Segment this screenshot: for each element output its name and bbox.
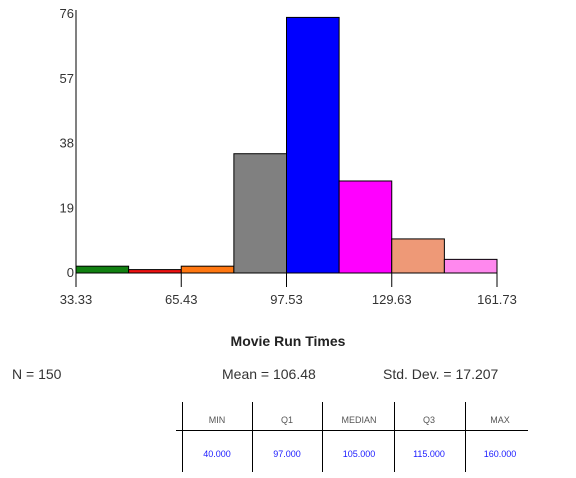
table-column-divider (252, 402, 253, 472)
y-tick-label: 0 (67, 265, 74, 280)
sample-size-label: N = 150 (12, 366, 62, 382)
histogram-bar (443, 258, 498, 274)
header-q3: Q3 (422, 415, 435, 425)
header-max: MAX (490, 415, 510, 425)
value-median: 105.000 (342, 449, 376, 459)
header-min: MIN (208, 415, 226, 425)
value-q1: 97.000 (273, 449, 301, 459)
value-min: 40.000 (203, 449, 231, 459)
y-tick-label: 57 (60, 71, 74, 86)
histogram-bar (391, 238, 445, 274)
header-q1: Q1 (280, 415, 293, 425)
x-tick-label: 161.73 (477, 292, 517, 307)
x-axis-ticks: 33.33 65.43 97.53 129.63 161.73 (60, 273, 517, 307)
y-tick-label: 19 (60, 200, 74, 215)
value-q3: 115.000 (413, 449, 445, 459)
y-tick-label: 76 (60, 6, 74, 21)
histogram-chart: 0 19 38 57 76 33.33 65.43 97.53 129.63 161.73 (60, 6, 517, 307)
histogram-bar (338, 180, 393, 274)
mean-label: Mean = 106.48 (222, 366, 316, 382)
header-median: MEDIAN (341, 415, 377, 425)
table-column-divider (394, 402, 395, 472)
histogram-bar (128, 269, 182, 274)
five-number-summary-table: MIN Q1 MEDIAN Q3 MAX 40.000 97.000 105.0… (176, 402, 528, 472)
x-tick-label: 97.53 (270, 292, 303, 307)
table-column-divider (465, 402, 466, 472)
x-tick-label: 65.43 (165, 292, 198, 307)
histogram-bar (180, 265, 235, 274)
y-axis-ticks: 0 19 38 57 76 (60, 6, 74, 280)
table-column-divider (182, 402, 183, 472)
y-tick-label: 38 (60, 136, 74, 151)
histogram-bar (233, 153, 287, 274)
x-tick-label: 33.33 (60, 292, 93, 307)
x-tick-label: 129.63 (372, 292, 412, 307)
histogram-bars (75, 16, 498, 274)
chart-title: Movie Run Times (230, 333, 346, 349)
table-header-divider (176, 430, 528, 431)
table-column-divider (322, 402, 323, 472)
histogram-bar (286, 16, 340, 274)
histogram-bar (75, 265, 130, 274)
value-max: 160.000 (483, 449, 517, 459)
std-dev-label: Std. Dev. = 17.207 (383, 366, 499, 382)
